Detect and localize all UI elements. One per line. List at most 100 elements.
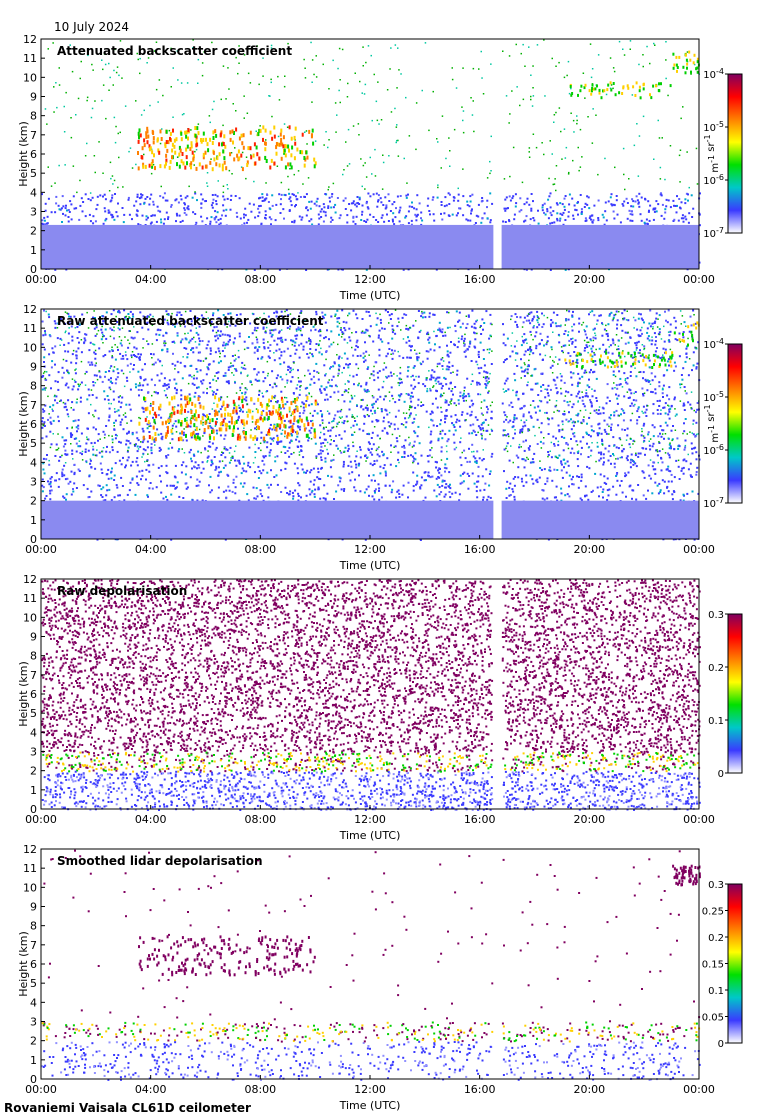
x-axis-label: Time (UTC) (339, 289, 401, 302)
colorbar-tick-label: 0.1 (708, 716, 724, 727)
x-axis-label: Time (UTC) (339, 1099, 401, 1112)
y-tick-label: 9 (30, 361, 37, 374)
x-tick-label: 00:00 (25, 543, 57, 556)
y-tick-label: 11 (23, 862, 37, 875)
colorbar-tick-label: 0.1 (708, 986, 724, 997)
colorbar-tick-label: 10-5 (703, 120, 724, 134)
y-axis-label: Height (km) (17, 391, 30, 457)
x-tick-label: 12:00 (354, 813, 386, 826)
x-tick-label: 20:00 (573, 543, 605, 556)
date-label: 10 July 2024 (54, 20, 130, 34)
x-tick-label: 00:00 (25, 813, 57, 826)
y-tick-label: 0 (30, 1073, 37, 1086)
colorbar-tick-label: 10-6 (703, 443, 724, 457)
colorbar (727, 73, 743, 234)
y-tick-label: 6 (30, 148, 37, 161)
y-tick-label: 6 (30, 418, 37, 431)
y-tick-label: 5 (30, 977, 37, 990)
colorbar-tick-label: 0.25 (702, 907, 724, 918)
y-tick-label: 3 (30, 476, 37, 489)
y-axis-label: Height (km) (17, 931, 30, 997)
x-tick-label: 00:00 (683, 813, 715, 826)
plot-area (41, 849, 699, 1079)
colorbar-tick-label: 0.3 (708, 610, 724, 621)
panel-raw-attenuated-backscatter: 0 1 2 3 4 5 6 7 8 9 10 11 12 00:00 04:00 08:00 12:00 16:0… (0, 0, 780, 572)
x-tick-label: 20:00 (573, 273, 605, 286)
colorbar-tick-label: 0.3 (708, 880, 724, 891)
colorbar-tick-label: 0 (718, 769, 724, 780)
x-tick-label: 04:00 (135, 273, 167, 286)
y-tick-label: 4 (30, 186, 37, 199)
y-tick-label: 10 (23, 611, 37, 624)
colorbar-tick-label: 0.15 (702, 960, 724, 971)
x-tick-label: 12:00 (354, 543, 386, 556)
x-tick-label: 12:00 (354, 273, 386, 286)
colorbar-tick-label: 0.2 (708, 933, 724, 944)
y-tick-label: 7 (30, 939, 37, 952)
panel-raw-depolarisation: 0 1 2 3 4 5 6 7 8 9 10 11 12 00:00 04:00 08:00 12:00 16:0… (0, 0, 780, 842)
y-tick-label: 0 (30, 533, 37, 546)
colorbar (727, 343, 743, 504)
y-tick-label: 12 (23, 303, 37, 316)
y-tick-label: 4 (30, 456, 37, 469)
y-tick-label: 8 (30, 380, 37, 393)
y-tick-label: 1 (30, 244, 37, 257)
x-tick-label: 00:00 (683, 273, 715, 286)
y-tick-label: 11 (23, 322, 37, 335)
y-tick-label: 1 (30, 1054, 37, 1067)
y-axis-label: Height (km) (17, 121, 30, 187)
heatmap-field (41, 849, 701, 1081)
y-tick-label: 4 (30, 726, 37, 739)
colorbar (727, 613, 743, 774)
heatmap-field (41, 579, 701, 811)
y-tick-label: 5 (30, 437, 37, 450)
y-tick-label: 11 (23, 52, 37, 65)
panel-title: Smoothed lidar depolarisation (57, 854, 263, 868)
panel-attenuated-backscatter: 0 1 2 3 4 5 6 7 8 9 10 11 12 00:00 04:00 08:00 12:00 16:0… (0, 0, 780, 302)
y-tick-label: 6 (30, 958, 37, 971)
y-tick-label: 0 (30, 263, 37, 276)
y-tick-label: 2 (30, 225, 37, 238)
x-tick-label: 00:00 (25, 273, 57, 286)
y-tick-label: 7 (30, 669, 37, 682)
y-tick-label: 2 (30, 495, 37, 508)
y-tick-label: 5 (30, 167, 37, 180)
panel-title: Attenuated backscatter coefficient (57, 44, 292, 58)
x-tick-label: 12:00 (354, 1083, 386, 1096)
colorbar-units: m-1 sr-1 (703, 404, 721, 442)
colorbar-tick-label: 0 (718, 1039, 724, 1050)
x-axis-label: Time (UTC) (339, 559, 401, 572)
x-tick-label: 04:00 (135, 1083, 167, 1096)
boundary-layer (41, 500, 699, 539)
panel-title: Raw depolarisation (57, 584, 187, 598)
y-tick-label: 5 (30, 707, 37, 720)
y-tick-label: 7 (30, 399, 37, 412)
x-tick-label: 08:00 (244, 1083, 276, 1096)
y-axis-label: Height (km) (17, 661, 30, 727)
y-tick-label: 8 (30, 110, 37, 123)
x-tick-label: 16:00 (464, 1083, 496, 1096)
x-tick-label: 00:00 (25, 1083, 57, 1096)
y-tick-label: 2 (30, 1035, 37, 1048)
boundary-layer (41, 224, 699, 269)
colorbar-tick-label: 10-4 (703, 337, 724, 351)
x-tick-label: 00:00 (683, 543, 715, 556)
y-tick-label: 8 (30, 920, 37, 933)
data-gap (493, 39, 502, 269)
colorbar-tick-label: 10-4 (703, 67, 724, 81)
y-tick-label: 12 (23, 33, 37, 46)
x-tick-label: 08:00 (244, 273, 276, 286)
y-tick-label: 9 (30, 901, 37, 914)
panel-title: Raw attenuated backscatter coefficient (57, 314, 324, 328)
colorbar-units: m-1 sr-1 (703, 134, 721, 172)
data-gap (493, 849, 502, 1079)
instrument-label: Rovaniemi Vaisala CL61D ceilometer (4, 1101, 251, 1115)
y-tick-label: 2 (30, 765, 37, 778)
x-tick-label: 04:00 (135, 543, 167, 556)
colorbar-tick-label: 0.2 (708, 663, 724, 674)
y-tick-label: 3 (30, 1016, 37, 1029)
colorbar-tick-label: 0.05 (702, 1013, 724, 1024)
